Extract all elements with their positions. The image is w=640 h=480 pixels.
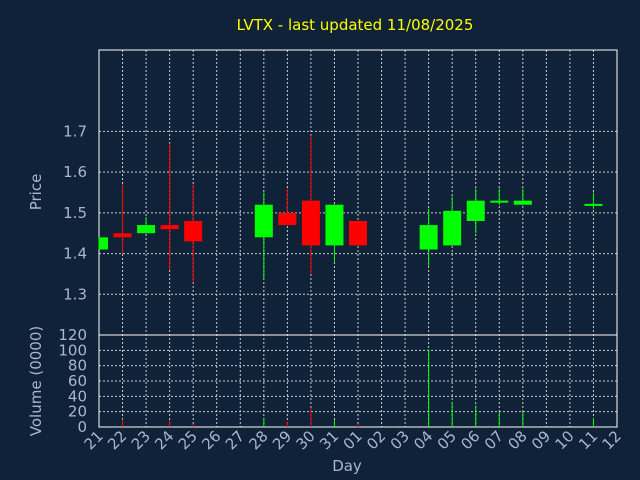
candle [584,192,603,209]
candle [443,196,462,246]
candle-body [278,212,297,226]
candle-body [301,200,320,246]
x-tick-label: 06 [457,427,483,453]
candle-body [113,233,132,238]
x-tick-label: 07 [481,427,507,453]
candle [254,192,273,278]
x-tick-label: 27 [222,427,248,453]
candle-body [466,200,485,221]
chart-marks [98,135,603,427]
candle-body [443,210,462,246]
candle-body [490,200,509,203]
x-tick-label: 22 [104,427,130,453]
price-tick-label: 1.3 [63,285,87,303]
candle [325,204,344,262]
x-tick-label: 03 [387,427,413,453]
candle-body [254,204,273,238]
candle-body [349,221,367,246]
candle [301,135,320,274]
x-tick-label: 12 [599,427,625,453]
candle-body [325,204,344,246]
volume-tick-label: 120 [58,326,87,344]
x-tick-label: 28 [245,427,271,453]
volume-tick-label: 80 [68,357,87,375]
price-tick-label: 1.7 [63,122,87,140]
x-tick-label: 31 [316,427,342,453]
x-tick-label: 30 [293,427,319,453]
x-tick-label: 01 [340,427,366,453]
candle [278,188,297,226]
volume-tick-label: 40 [68,387,87,405]
candle [113,184,132,254]
x-tick-label: 08 [504,427,530,453]
candle [184,184,203,283]
x-tick-label: 10 [552,427,578,453]
candle-body [513,200,532,205]
candle-body [137,225,156,234]
candle [160,143,179,270]
candle-body [419,225,438,250]
candle [419,208,438,266]
candle [513,188,532,205]
x-tick-label: 25 [175,427,201,453]
volume-tick-label: 0 [77,418,87,436]
candle [137,216,156,234]
x-tick-label: 04 [410,427,436,453]
price-tick-label: 1.6 [63,163,87,181]
candle [466,188,485,234]
volume-tick-label: 20 [68,403,87,421]
candle-body [160,225,179,230]
volume-tick-label: 60 [68,372,87,390]
volume-axis-title: Volume (0000) [27,326,45,436]
candle-body [184,221,203,242]
price-panel-frame [98,49,618,336]
x-tick-label: 26 [198,427,224,453]
chart-title: LVTX - last updated 11/08/2025 [237,16,474,34]
price-tick-label: 1.5 [63,204,87,222]
x-tick-label: 24 [151,427,177,453]
candle-body [99,237,108,250]
candle [490,188,509,205]
x-tick-label: 02 [363,427,389,453]
candle [349,221,367,246]
x-tick-label: 29 [269,427,295,453]
x-axis-title: Day [332,457,362,475]
x-tick-label: 23 [128,427,154,453]
price-axis-title: Price [27,174,45,211]
x-tick-label: 09 [528,427,554,453]
candle-body [584,203,603,206]
x-tick-label: 11 [575,427,601,453]
candle [98,237,108,250]
price-tick-label: 1.4 [63,245,87,263]
volume-tick-label: 100 [58,341,87,359]
x-tick-label: 05 [434,427,460,453]
